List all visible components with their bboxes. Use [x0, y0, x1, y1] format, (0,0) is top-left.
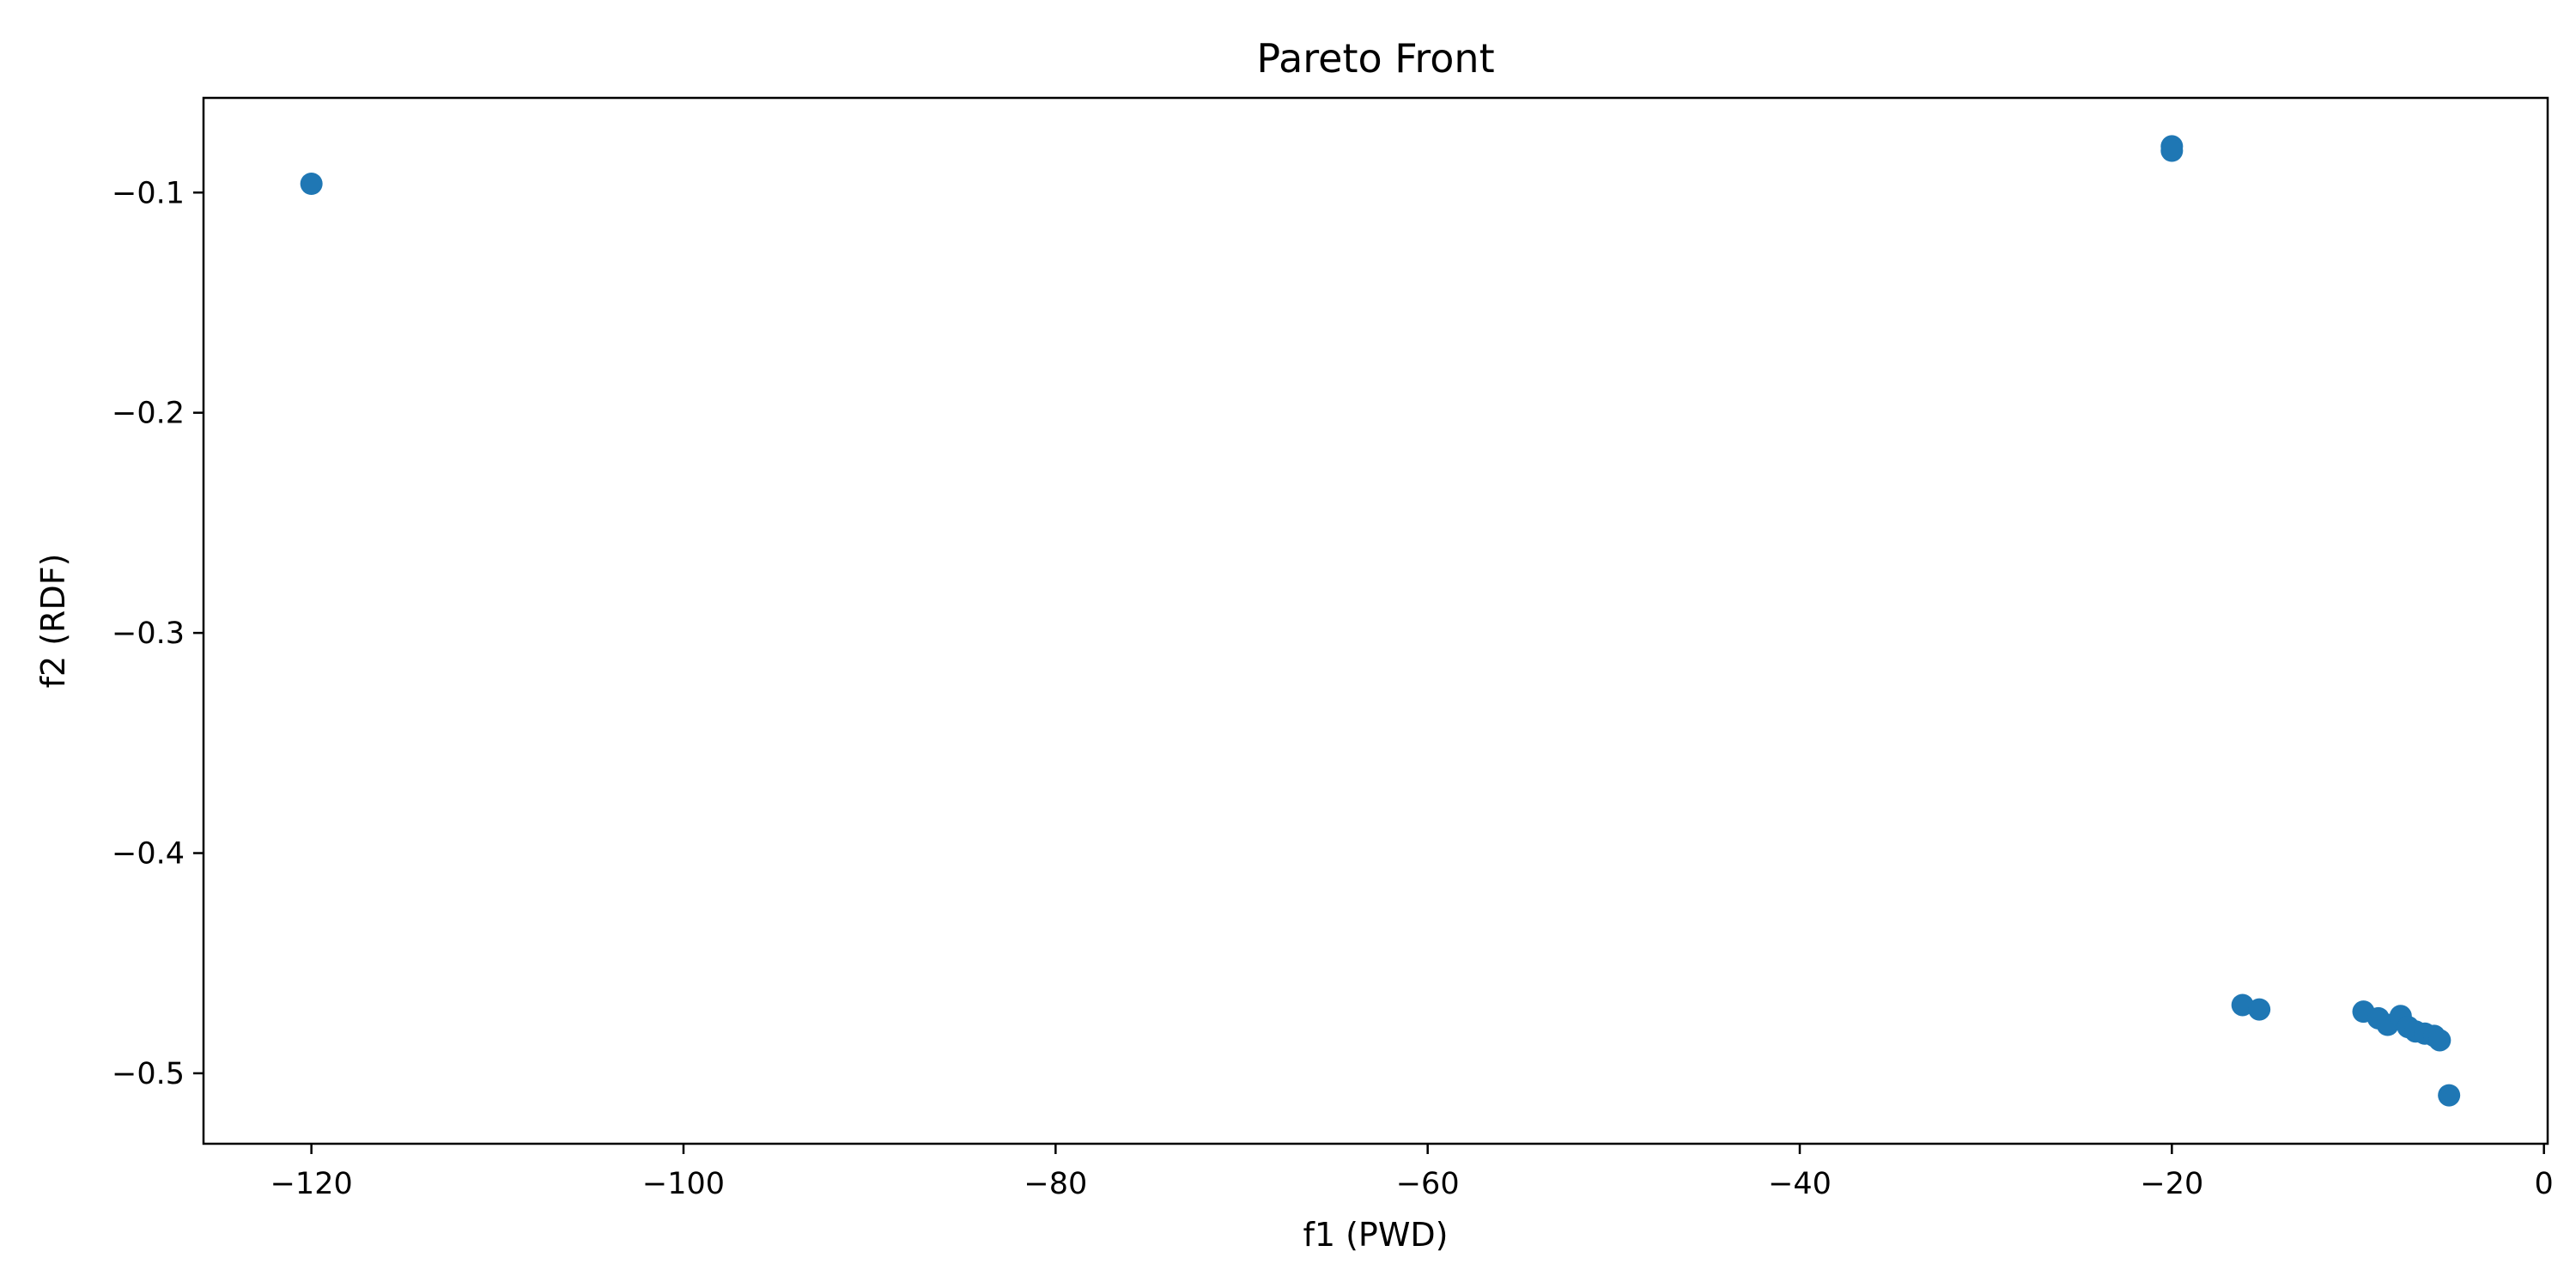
- data-point: [2231, 993, 2254, 1017]
- y-tick-label: −0.2: [112, 397, 185, 431]
- x-tick-label: −100: [642, 1167, 725, 1201]
- x-tick-label: −60: [1396, 1167, 1460, 1201]
- x-tick-label: −40: [1768, 1167, 1832, 1201]
- chart-title: Pareto Front: [1256, 35, 1494, 82]
- y-axis-label: f2 (RDF): [34, 554, 72, 689]
- data-points: [300, 135, 2461, 1107]
- x-tick-label: −20: [2140, 1167, 2203, 1201]
- data-point: [2438, 1084, 2461, 1107]
- x-tick-label: 0: [2535, 1167, 2554, 1201]
- y-axis-ticks: −0.1 −0.2 −0.3 −0.4 −0.5: [112, 176, 204, 1091]
- y-tick-label: −0.4: [112, 837, 185, 872]
- data-point: [2160, 139, 2184, 162]
- x-tick-label: −120: [270, 1167, 353, 1201]
- y-tick-label: −0.1: [112, 176, 185, 210]
- x-axis-label: f1 (PWD): [1303, 1216, 1448, 1254]
- x-axis-ticks: −120 −100 −80 −60 −40 −20 0: [270, 1144, 2554, 1201]
- y-tick-label: −0.3: [112, 617, 185, 651]
- y-tick-label: −0.5: [112, 1057, 185, 1091]
- x-tick-label: −80: [1024, 1167, 1087, 1201]
- plot-frame: [202, 96, 2549, 1145]
- data-point: [300, 173, 323, 196]
- data-point: [2428, 1029, 2451, 1052]
- data-point: [2248, 998, 2271, 1021]
